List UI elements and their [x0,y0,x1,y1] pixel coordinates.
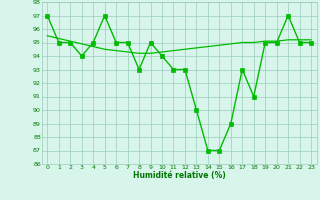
X-axis label: Humidité relative (%): Humidité relative (%) [133,171,226,180]
